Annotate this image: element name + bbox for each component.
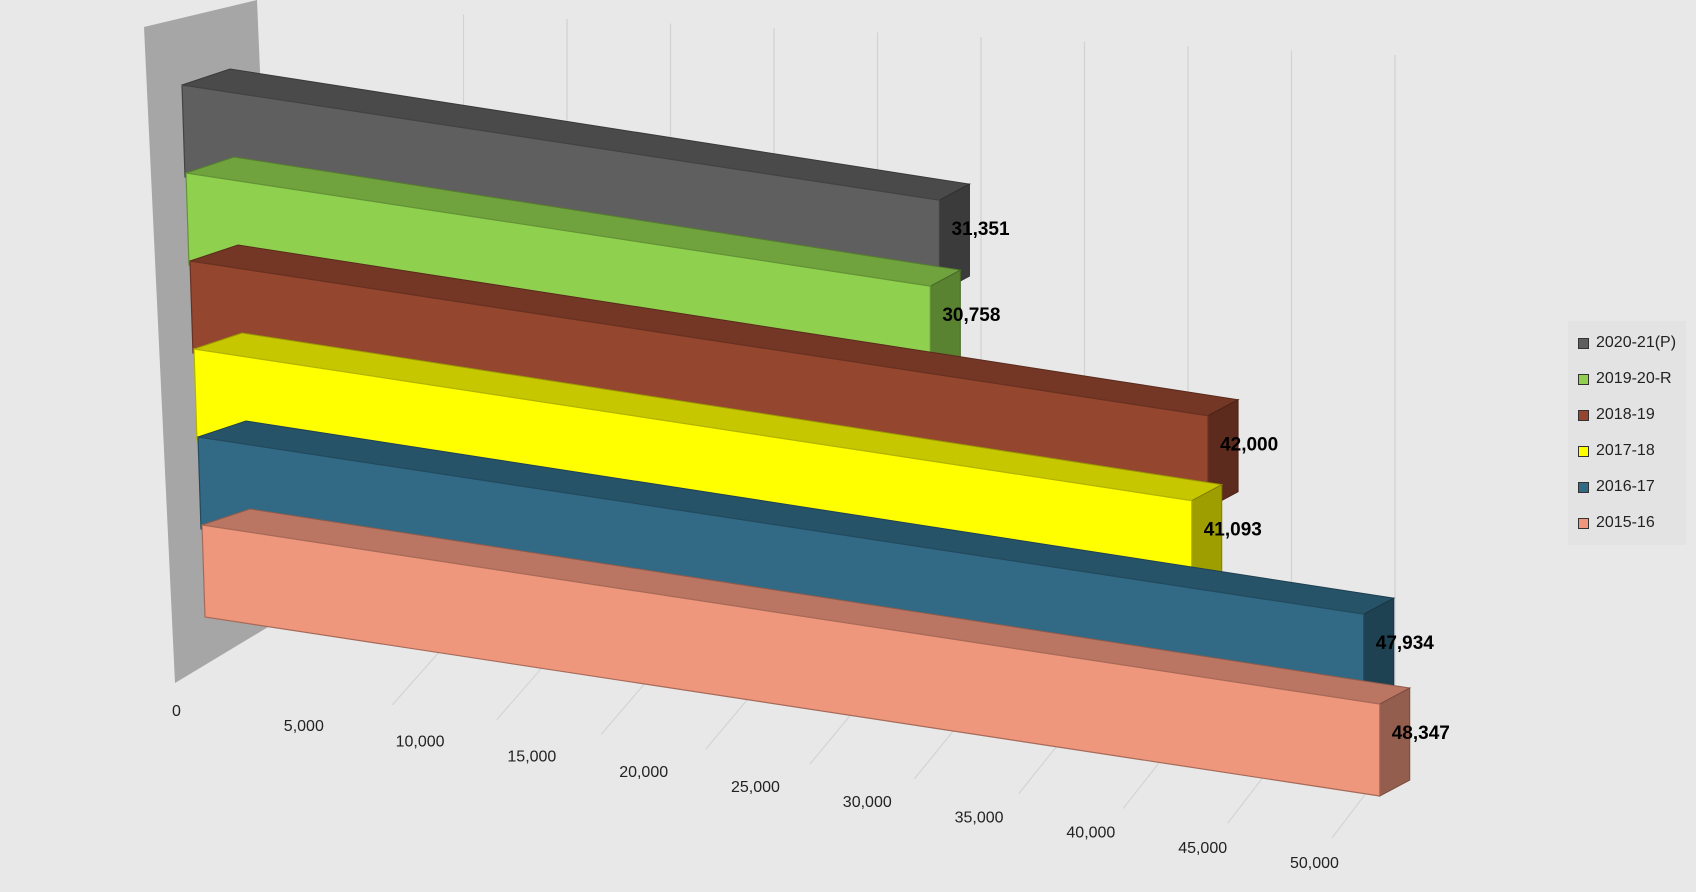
legend-label: 2016-17 (1596, 478, 1655, 495)
data-label: 47,934 (1376, 633, 1435, 654)
x-tick-label: 0 (172, 703, 181, 720)
legend: 2020-21(P) 2019-20-R 2018-19 2017-18 2016-17… (1568, 321, 1686, 545)
legend-swatch (1578, 337, 1589, 349)
legend-item: 2018-19 (1568, 397, 1686, 433)
bar (201, 524, 1381, 797)
x-tick-label: 50,000 (1290, 855, 1339, 872)
data-label: 42,000 (1220, 435, 1278, 456)
x-tick-label: 10,000 (396, 733, 445, 750)
x-tick-label: 25,000 (731, 779, 780, 796)
legend-label: 2020-21(P) (1596, 334, 1677, 351)
legend-swatch (1578, 517, 1589, 529)
legend-item: 2016-17 (1568, 469, 1686, 505)
x-tick-label: 35,000 (955, 809, 1004, 826)
data-label: 41,093 (1204, 520, 1262, 541)
legend-item: 2020-21(P) (1568, 325, 1686, 361)
legend-label: 2019-20-R (1596, 370, 1672, 387)
legend-item: 2015-16 (1568, 505, 1686, 541)
x-tick-label: 5,000 (284, 718, 324, 735)
legend-item: 2019-20-R (1568, 361, 1686, 397)
legend-swatch (1578, 409, 1589, 421)
legend-label: 2018-19 (1596, 406, 1655, 423)
x-tick-label: 30,000 (843, 794, 892, 811)
legend-swatch (1578, 373, 1589, 385)
data-label: 30,758 (942, 305, 1000, 326)
legend-label: 2015-16 (1596, 514, 1655, 531)
data-label: 48,347 (1392, 723, 1450, 744)
x-tick-label: 45,000 (1178, 840, 1227, 857)
x-tick-label: 40,000 (1066, 825, 1115, 842)
data-label: 31,351 (951, 219, 1010, 240)
legend-swatch (1578, 445, 1589, 457)
legend-swatch (1578, 481, 1589, 493)
legend-item: 2017-18 (1568, 433, 1686, 469)
legend-label: 2017-18 (1596, 442, 1655, 459)
x-tick-label: 15,000 (507, 749, 556, 766)
x-tick-label: 20,000 (619, 764, 668, 781)
